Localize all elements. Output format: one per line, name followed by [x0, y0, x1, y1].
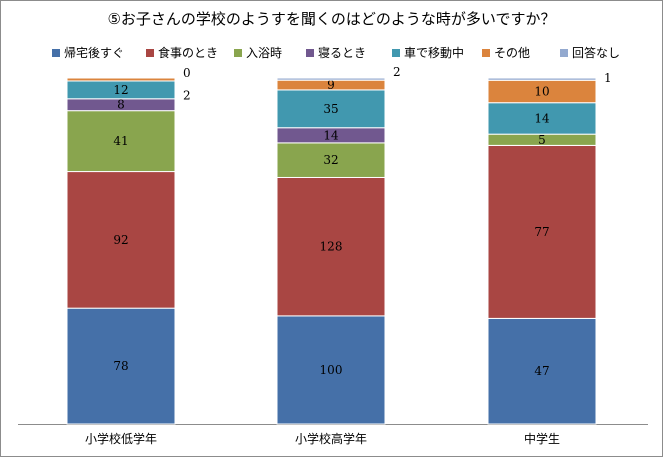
legend-label: 食事のとき — [158, 46, 219, 60]
legend-label: 帰宅後すぐ — [64, 46, 125, 60]
legend-label: 入浴時 — [246, 46, 283, 60]
category-label: 小学校低学年 — [85, 431, 157, 446]
data-label: 47 — [534, 364, 549, 378]
bar-segment — [276, 77, 386, 81]
legend-label: 回答なし — [572, 46, 621, 60]
data-label: 14 — [323, 128, 339, 142]
data-label: 92 — [113, 233, 128, 247]
category-label: 小学校高学年 — [295, 431, 367, 446]
legend: 帰宅後すぐ 食事のとき 入浴時 寝るとき 車で移動中 その他 回答なし — [52, 44, 652, 62]
data-label: 2 — [183, 88, 191, 102]
data-label: 100 — [320, 363, 343, 377]
chart-title: ⑤お子さんの学校のようすを聞くのはどのような時が多いですか？ — [107, 10, 556, 28]
legend-item: 車で移動中 — [392, 44, 464, 61]
data-label: 41 — [113, 134, 128, 148]
data-label: 35 — [323, 102, 338, 116]
data-label: 128 — [320, 240, 343, 254]
legend-item: 食事のとき — [146, 44, 218, 61]
legend-item: 寝るとき — [306, 44, 366, 61]
legend-swatch — [306, 49, 314, 57]
bar-segment — [276, 142, 386, 178]
legend-label: 車で移動中 — [404, 46, 465, 60]
bar-segment — [487, 144, 597, 319]
legend-label: その他 — [494, 46, 531, 60]
data-label: 10 — [534, 84, 549, 98]
data-label: 1 — [604, 71, 612, 85]
legend-swatch — [482, 49, 490, 57]
data-label: 0 — [183, 66, 191, 80]
legend-label: 寝るとき — [318, 46, 367, 60]
data-label: 32 — [323, 153, 338, 167]
data-label: 77 — [534, 225, 549, 239]
legend-item: その他 — [482, 44, 530, 61]
data-label: 2 — [393, 65, 401, 79]
bar-segment — [487, 102, 597, 135]
legend-swatch — [560, 49, 568, 57]
bar-segment — [66, 307, 176, 425]
legend-swatch — [52, 49, 60, 57]
legend-item: 入浴時 — [234, 44, 282, 61]
bar-segment — [66, 171, 176, 309]
bar-segment — [487, 77, 597, 81]
bar-segment — [66, 77, 176, 82]
category-label: 中学生 — [524, 431, 560, 446]
data-label: 8 — [117, 98, 125, 112]
legend-swatch — [234, 49, 242, 57]
bar-segment — [276, 89, 386, 129]
legend-item: 帰宅後すぐ — [52, 44, 124, 61]
data-label: 14 — [534, 111, 550, 125]
legend-item: 回答なし — [560, 44, 620, 61]
legend-swatch — [392, 49, 400, 57]
data-label: 78 — [113, 359, 128, 373]
data-label: 9 — [327, 78, 335, 92]
legend-swatch — [146, 49, 154, 57]
data-label: 12 — [113, 83, 128, 97]
bar-segment — [487, 317, 597, 425]
data-label: 5 — [538, 133, 546, 147]
bar-segment — [276, 315, 386, 425]
